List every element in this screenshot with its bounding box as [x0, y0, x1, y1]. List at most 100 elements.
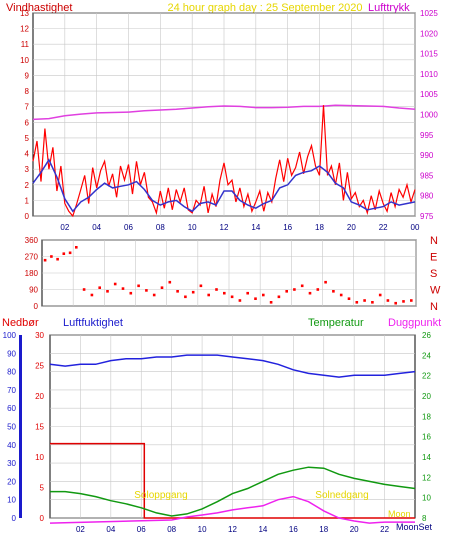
pressure-tick-label: 985	[420, 171, 434, 180]
x-tick-label: 16	[289, 525, 298, 534]
direction-point	[238, 299, 242, 302]
direction-point	[75, 246, 78, 249]
wind-average-series-line	[32, 158, 416, 213]
x-tick-label: 12	[220, 223, 229, 232]
direction-point	[378, 293, 382, 297]
wind-tick-label: 12	[20, 25, 29, 34]
x-tick-label: 08	[156, 223, 165, 232]
direction-point	[215, 288, 218, 291]
x-tick-label: 18	[319, 525, 328, 534]
x-tick-label: 14	[251, 223, 260, 232]
humidity-tick-label: 0	[40, 514, 45, 523]
direction-point	[56, 257, 59, 261]
direction-point	[324, 280, 327, 284]
rain-tick-label: 60	[7, 404, 16, 413]
humidity-series-line	[49, 354, 416, 378]
direction-point	[316, 288, 320, 291]
humidity-tick-label: 25	[35, 362, 44, 371]
direction-point	[308, 291, 312, 295]
x-tick-label: 04	[92, 223, 101, 232]
direction-point	[410, 299, 413, 302]
direction-point	[207, 293, 210, 297]
rain-tick-label: 80	[7, 368, 16, 377]
compass-label: W	[430, 285, 441, 297]
direction-point	[160, 286, 164, 289]
temperature-tick-label: 8	[422, 514, 427, 523]
moonset-label: MoonSet	[396, 522, 433, 532]
x-tick-label: 22	[380, 525, 389, 534]
x-tick-label: 02	[60, 223, 69, 232]
rain-tick-label: 90	[7, 349, 16, 358]
wind-tick-label: 10	[20, 56, 29, 65]
pressure-tick-label: 980	[420, 192, 434, 201]
direction-point	[347, 297, 351, 300]
direction-point	[402, 300, 405, 303]
direction-point	[254, 297, 257, 300]
direction-point	[262, 293, 265, 297]
temperature-tick-label: 14	[422, 453, 431, 462]
x-tick-label: 20	[347, 223, 356, 232]
direction-point	[113, 282, 117, 286]
compass-label: N	[430, 301, 438, 313]
rain-tick-label: 50	[7, 423, 16, 432]
pressure-tick-label: 1020	[420, 29, 438, 38]
direction-point	[50, 255, 53, 258]
direction-point	[184, 295, 187, 299]
wind-tick-label: 2	[25, 181, 30, 190]
moon-label: Moon	[388, 509, 411, 519]
pressure-tick-label: 1010	[420, 70, 438, 79]
rain-axis-label: Nedbør	[2, 317, 39, 329]
rain-tick-label: 20	[7, 477, 16, 486]
wind-tick-label: 13	[20, 9, 29, 18]
direction-point	[43, 258, 47, 262]
pressure-tick-label: 975	[420, 212, 434, 221]
wind-tick-label: 8	[25, 87, 30, 96]
direction-point	[386, 299, 390, 302]
direction-point	[168, 280, 172, 284]
direction-point	[355, 301, 359, 304]
humidity-tick-label: 10	[35, 453, 44, 462]
temperature-axis-label: Temperatur	[308, 317, 364, 329]
direction-point	[106, 290, 109, 293]
x-tick-label: 14	[258, 525, 267, 534]
rain-tick-label: 40	[7, 441, 16, 450]
pressure-tick-label: 1000	[420, 111, 438, 120]
direction-point	[246, 291, 249, 295]
direction-point	[339, 293, 343, 297]
direction-tick-label: 90	[29, 286, 38, 295]
compass-label: N	[430, 235, 438, 247]
temperature-tick-label: 16	[422, 433, 431, 442]
x-tick-label: 02	[76, 525, 85, 534]
sunrise-label: Soloppgang	[134, 490, 187, 501]
humidity-tick-label: 5	[40, 484, 45, 493]
x-tick-label: 00	[411, 223, 420, 232]
direction-point	[191, 290, 195, 294]
direction-point	[293, 288, 296, 291]
pressure-axis-label: Lufttrykk	[368, 2, 410, 14]
temperature-tick-label: 24	[422, 351, 431, 360]
x-tick-label: 10	[198, 525, 207, 534]
direction-point	[277, 295, 281, 299]
x-tick-label: 16	[283, 223, 292, 232]
pressure-tick-label: 1015	[420, 50, 438, 59]
wind-tick-label: 5	[25, 134, 30, 143]
direction-point	[137, 284, 140, 288]
wind-tick-label: 9	[25, 71, 30, 80]
humidity-tick-label: 30	[35, 331, 44, 340]
temperature-tick-label: 12	[422, 473, 431, 482]
wind-pressure-panel: Vindhastighet 24 hour graph day : 25 Sep…	[6, 2, 438, 232]
direction-point	[152, 293, 156, 297]
climate-panel: Nedbør Luftfuktighet Temperatur Duggpunk…	[2, 317, 441, 534]
sunset-label: Solnedgang	[315, 490, 368, 501]
direction-point	[285, 290, 288, 293]
direction-tick-label: 270	[25, 253, 39, 262]
direction-point	[129, 291, 133, 295]
direction-tick-label: 0	[34, 302, 39, 311]
wind-tick-label: 6	[25, 118, 30, 127]
temperature-tick-label: 20	[422, 392, 431, 401]
temperature-tick-label: 22	[422, 372, 431, 381]
direction-point	[371, 301, 374, 304]
x-tick-label: 06	[124, 223, 133, 232]
pressure-series-line	[32, 104, 416, 121]
